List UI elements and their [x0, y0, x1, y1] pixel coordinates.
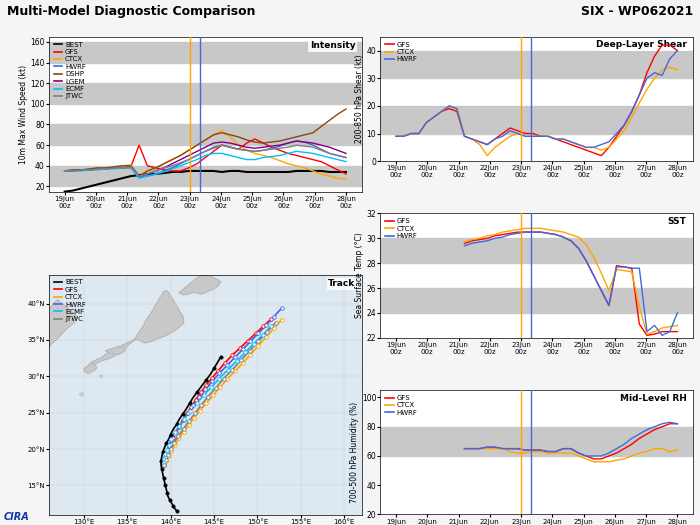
- Legend: GFS, CTCX, HWRF: GFS, CTCX, HWRF: [384, 217, 419, 240]
- Y-axis label: Sea Surface Temp (°C): Sea Surface Temp (°C): [355, 233, 364, 319]
- Y-axis label: 200-850 hPa Shear (kt): 200-850 hPa Shear (kt): [355, 55, 364, 143]
- Bar: [49, 42, 362, 62]
- Text: SST: SST: [668, 217, 687, 226]
- Bar: [49, 83, 362, 104]
- Bar: [380, 106, 693, 133]
- Bar: [49, 124, 362, 145]
- Polygon shape: [45, 300, 77, 347]
- Legend: GFS, CTCX, HWRF: GFS, CTCX, HWRF: [384, 40, 419, 64]
- Bar: [380, 427, 693, 456]
- Polygon shape: [99, 375, 103, 378]
- Polygon shape: [106, 346, 125, 354]
- Text: Deep-Layer Shear: Deep-Layer Shear: [596, 40, 687, 49]
- Polygon shape: [79, 392, 84, 396]
- Y-axis label: 10m Max Wind Speed (kt): 10m Max Wind Speed (kt): [19, 65, 27, 164]
- Polygon shape: [88, 369, 92, 373]
- Text: Intensity: Intensity: [309, 41, 356, 50]
- Text: Multi-Model Diagnostic Comparison: Multi-Model Diagnostic Comparison: [7, 5, 256, 18]
- Text: Track: Track: [328, 279, 356, 288]
- Text: SIX - WP062021: SIX - WP062021: [581, 5, 693, 18]
- Bar: [380, 50, 693, 78]
- Legend: GFS, CTCX, HWRF: GFS, CTCX, HWRF: [384, 394, 419, 417]
- Bar: [380, 288, 693, 313]
- Polygon shape: [84, 363, 97, 373]
- Text: CIRA: CIRA: [4, 512, 29, 522]
- Polygon shape: [88, 290, 183, 368]
- Y-axis label: 700-500 hPa Humidity (%): 700-500 hPa Humidity (%): [350, 402, 359, 503]
- Polygon shape: [179, 275, 221, 295]
- Polygon shape: [0, 275, 49, 445]
- Bar: [380, 238, 693, 263]
- Legend: BEST, GFS, CTCX, HWRF, ECMF, JTWC: BEST, GFS, CTCX, HWRF, ECMF, JTWC: [52, 278, 88, 324]
- Bar: [49, 166, 362, 186]
- Polygon shape: [0, 413, 14, 433]
- Text: Mid-Level RH: Mid-Level RH: [620, 394, 687, 403]
- Legend: BEST, GFS, CTCX, HWRF, DSHP, LGEM, ECMF, JTWC: BEST, GFS, CTCX, HWRF, DSHP, LGEM, ECMF,…: [52, 40, 88, 101]
